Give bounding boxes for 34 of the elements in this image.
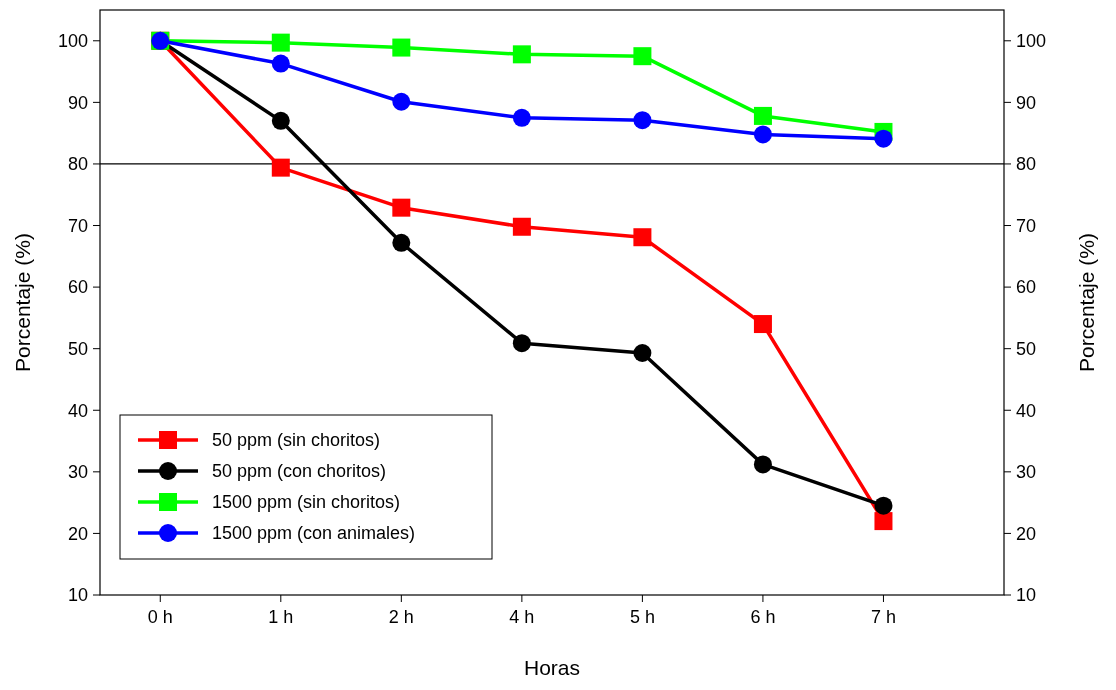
x-tick-label: 0 h [147, 607, 173, 627]
y2-tick-label: 20 [1016, 523, 1037, 544]
x-tick-label: 5 h [629, 607, 655, 627]
y2-tick-label: 60 [1016, 277, 1037, 298]
x-tick-label: 4 h [509, 607, 535, 627]
x-tick-label: 6 h [750, 607, 776, 627]
y-tick-label: 20 [67, 523, 88, 544]
y2-tick-label: 100 [1016, 31, 1047, 52]
y-tick-label: 70 [67, 215, 88, 236]
y2-tick-label: 10 [1016, 585, 1037, 606]
y-tick-label: 100 [57, 31, 88, 52]
y2-tick-label: 90 [1016, 92, 1037, 113]
x-axis-title: Horas [523, 656, 581, 679]
legend-label: 50 ppm (sin choritos) [212, 430, 381, 451]
x-tick-label: 2 h [388, 607, 414, 627]
legend-label: 50 ppm (con choritos) [212, 461, 387, 482]
y-tick-label: 50 [67, 338, 88, 359]
y2-tick-label: 40 [1016, 400, 1037, 421]
y2-tick-label: 80 [1016, 154, 1037, 175]
y-tick-label: 10 [67, 585, 88, 606]
y2-tick-label: 70 [1016, 215, 1037, 236]
x-tick-label: 1 h [268, 607, 294, 627]
legend-label: 1500 ppm (con animales) [212, 523, 416, 544]
y-tick-label: 90 [67, 92, 88, 113]
y-tick-label: 30 [67, 462, 88, 483]
y-tick-label: 80 [67, 154, 88, 175]
y2-axis-title: Porcentaje (%) [1075, 233, 1098, 372]
x-tick-label: 7 h [870, 607, 896, 627]
y2-tick-label: 50 [1016, 338, 1037, 359]
y-axis-title: Porcentaje (%) [11, 233, 34, 372]
legend-label: 1500 ppm (sin choritos) [212, 492, 401, 513]
y-tick-label: 60 [67, 277, 88, 298]
y-tick-label: 40 [67, 400, 88, 421]
y2-tick-label: 30 [1016, 462, 1037, 483]
